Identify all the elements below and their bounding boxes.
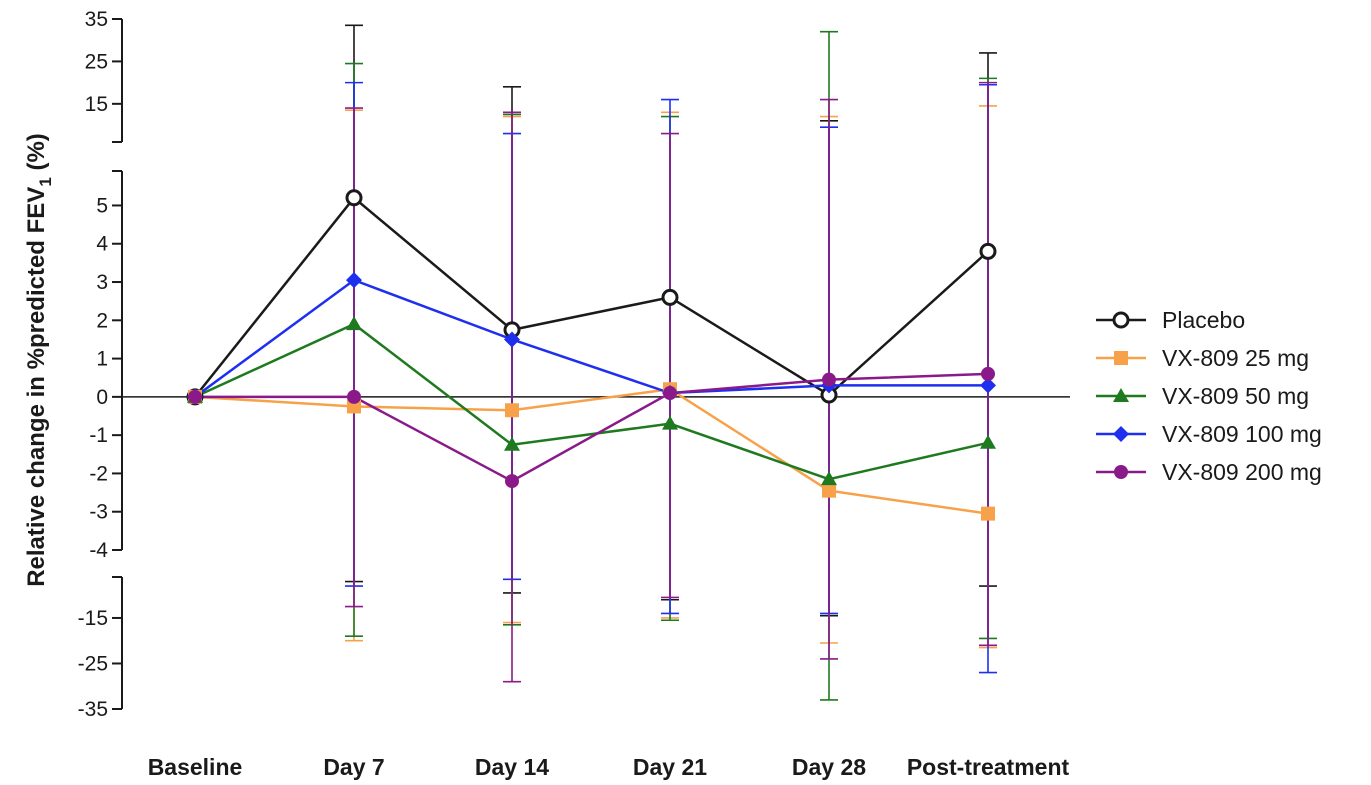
data-point bbox=[505, 403, 519, 418]
y-tick-label: 35 bbox=[85, 8, 108, 31]
y-tick-label: 3 bbox=[96, 271, 108, 294]
y-tick-label: -2 bbox=[89, 462, 108, 485]
series-line bbox=[194, 387, 989, 515]
x-category-label: Day 14 bbox=[475, 754, 549, 780]
x-category-label: Post-treatment bbox=[907, 754, 1070, 780]
x-axis-categories: Baseline Day 7 Day 14 Day 21 Day 28 Post-trea… bbox=[148, 754, 1070, 780]
legend-label: Placebo bbox=[1162, 307, 1245, 333]
y-tick-label: 15 bbox=[85, 93, 108, 116]
data-point bbox=[346, 316, 362, 331]
data-point bbox=[662, 415, 678, 430]
legend: Placebo VX-809 25 mg VX-809 50 mg VX-809 10… bbox=[1096, 307, 1322, 485]
legend-label: VX-809 100 mg bbox=[1162, 421, 1322, 447]
y-tick-label: 1 bbox=[96, 348, 108, 371]
data-point bbox=[981, 506, 995, 521]
data-point bbox=[981, 366, 995, 381]
data-point bbox=[822, 483, 836, 498]
y-axis-label: Relative change in %predicted FEV1 (%) bbox=[23, 133, 55, 587]
x-category-label: Day 28 bbox=[792, 754, 866, 780]
y-tick-label: -25 bbox=[78, 652, 108, 675]
y-tick-label: -35 bbox=[78, 698, 108, 721]
data-point bbox=[822, 372, 836, 387]
y-tick-label: -1 bbox=[89, 424, 108, 447]
data-point bbox=[346, 272, 362, 289]
data-point bbox=[504, 331, 520, 348]
data-point bbox=[663, 386, 677, 401]
data-point bbox=[505, 474, 519, 489]
series-markers bbox=[186, 189, 997, 521]
series-lines bbox=[194, 196, 989, 515]
axes: 15 25 35 -4 -3 -2 -1 0 1 2 3 4 5 -15 -25 -35 bbox=[78, 8, 1070, 721]
legend-marker bbox=[1113, 426, 1129, 442]
y-tick-label: 4 bbox=[96, 233, 108, 256]
data-point bbox=[504, 436, 520, 451]
data-point bbox=[347, 389, 361, 404]
legend-marker bbox=[1113, 388, 1129, 402]
legend-marker bbox=[1112, 311, 1130, 329]
y-tick-label: 2 bbox=[96, 309, 108, 332]
legend-label: VX-809 50 mg bbox=[1162, 383, 1309, 409]
y-tick-label: 5 bbox=[96, 194, 108, 217]
series-line bbox=[194, 196, 989, 398]
data-point bbox=[661, 288, 679, 306]
data-point bbox=[979, 242, 997, 260]
y-tick-label: 25 bbox=[85, 50, 108, 73]
x-category-label: Day 21 bbox=[633, 754, 707, 780]
legend-label: VX-809 200 mg bbox=[1162, 459, 1322, 485]
legend-marker bbox=[1114, 465, 1128, 479]
y-tick-label: -3 bbox=[89, 501, 108, 524]
y-tick-label: -15 bbox=[78, 607, 108, 630]
error-bars bbox=[345, 24, 997, 701]
data-point bbox=[821, 471, 837, 486]
y-axis-label-main: Relative change in %predicted FEV bbox=[23, 187, 50, 587]
legend-label: VX-809 25 mg bbox=[1162, 345, 1309, 371]
data-point bbox=[345, 189, 363, 207]
data-point bbox=[980, 434, 996, 449]
data-point bbox=[347, 399, 361, 414]
series-line bbox=[195, 372, 989, 483]
x-category-label: Day 7 bbox=[323, 754, 384, 780]
y-tick-label: -4 bbox=[89, 539, 108, 562]
series-line bbox=[194, 278, 988, 398]
data-point bbox=[188, 389, 202, 404]
data-point bbox=[980, 377, 996, 394]
legend-marker bbox=[1114, 351, 1128, 365]
series-line bbox=[194, 322, 989, 481]
y-axis-label-suffix: (%) bbox=[23, 133, 50, 177]
y-tick-label: 0 bbox=[96, 386, 108, 409]
y-axis-label-subscript: 1 bbox=[36, 177, 55, 186]
x-category-label: Baseline bbox=[148, 754, 243, 780]
